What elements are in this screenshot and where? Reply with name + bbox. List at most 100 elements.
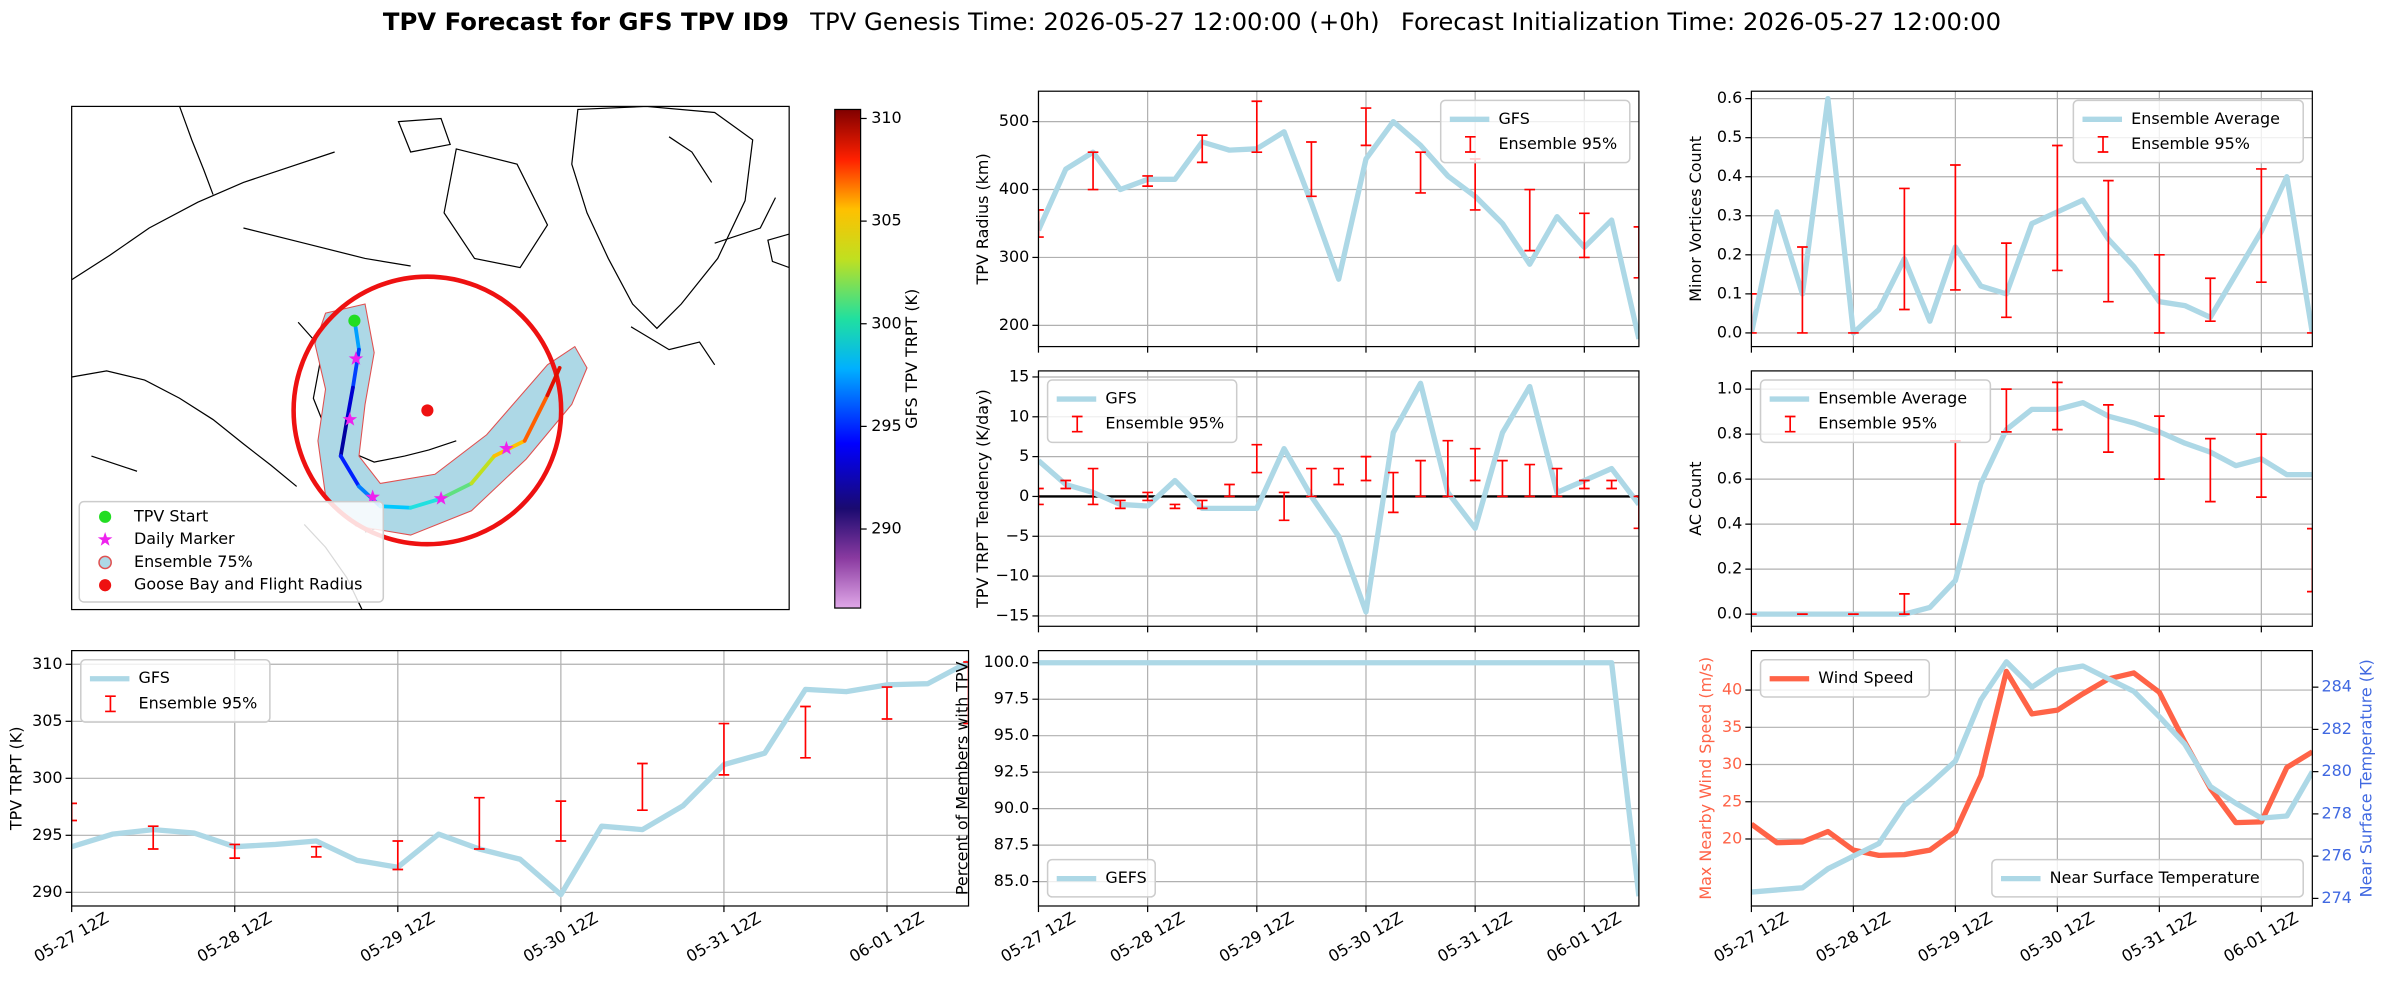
y-tick-label: 278 (2321, 803, 2351, 822)
y-tick-label: 20 (1722, 828, 1742, 847)
error-bar (1797, 246, 1808, 334)
title: TPV Forecast for GFS TPV ID9 (383, 7, 789, 36)
legend-label: Ensemble 75% (134, 552, 253, 571)
y-axis-label: TPV TRPT Tendency (K/day) (973, 389, 992, 609)
plot-area (1751, 659, 2313, 895)
error-bar (71, 802, 77, 822)
x-tick-label: 05-27 12Z (997, 908, 1078, 966)
x-tick-label: 05-27 12Z (1710, 908, 1791, 966)
error-bar (2256, 433, 2267, 498)
legend-label: Ensemble 95% (1105, 414, 1224, 433)
error-bar (1251, 443, 1263, 474)
y2-axis-label: Near Surface Temperature (K) (2357, 659, 2376, 897)
legend-box (1046, 379, 1238, 444)
y-tick-label: 280 (2321, 761, 2351, 780)
legend-label: Ensemble 95% (2131, 134, 2250, 153)
error-bar (2205, 437, 2216, 503)
track-segment (408, 496, 443, 510)
y-tick-label: 0.6 (1717, 469, 1742, 488)
legend-marker (98, 555, 112, 570)
map-frame (71, 105, 790, 611)
legend-label: Ensemble 95% (1818, 414, 1937, 433)
y-tick-label: 0.4 (1717, 514, 1742, 533)
x-tick-label: 05-29 12Z (357, 908, 438, 966)
error-bar (2001, 242, 2012, 319)
error-bar (1524, 188, 1536, 252)
error-bar (1251, 100, 1263, 154)
error-bar (2307, 527, 2313, 593)
genesis-time: TPV Genesis Time: 2026-05-27 12:00:00 (+… (809, 7, 1379, 36)
y-axis-label: TPV Radius (km) (973, 153, 992, 285)
plot-area (1751, 95, 2313, 336)
legend-label: Ensemble Average (1818, 389, 1967, 408)
legend-swatch (2097, 135, 2109, 153)
x-tick-label: 05-29 12Z (1216, 908, 1297, 966)
legend-label: Ensemble 95% (1498, 134, 1617, 153)
track-segment (338, 419, 349, 458)
plot-area (1038, 660, 1639, 897)
series-line (71, 659, 969, 898)
y-tick-label: 97.5 (994, 689, 1030, 708)
y-tick-label: 35 (1722, 717, 1742, 736)
error-bar (1442, 439, 1454, 498)
axes-frame (1750, 90, 2313, 348)
error-bar (1169, 503, 1181, 510)
y-axis-label: Percent of Members with TPV (953, 661, 972, 895)
y-tick-label: 87.5 (994, 835, 1030, 854)
error-bar (2154, 253, 2165, 334)
y-tick-label: 0.3 (1717, 205, 1742, 224)
series-line (1751, 659, 2313, 895)
error-bar (718, 722, 730, 776)
y-tick-label: 300 (999, 247, 1029, 266)
error-bar (1196, 134, 1208, 164)
error-bar (1306, 141, 1317, 198)
error-bar (1306, 467, 1317, 498)
panel: 05-27 12Z 05-28 12Z 05-29 12Z 05-30 12Z 05-3… (1696, 650, 2376, 966)
legend-box (80, 658, 271, 723)
legend-swatch (105, 695, 116, 713)
error-bar (2001, 388, 2012, 433)
colorbar-tick-label: 300 (871, 313, 901, 332)
error-bar (147, 825, 159, 850)
track-segment (350, 347, 361, 390)
error-bar (1333, 467, 1345, 486)
axes-frame (1037, 650, 1640, 907)
init-time: Forecast Initialization Time: 2026-05-27… (1401, 7, 2001, 36)
error-bar (1142, 175, 1153, 187)
error-bar (1087, 467, 1099, 506)
map-legend (78, 500, 385, 603)
error-bar (474, 796, 485, 850)
legend-label: GFS (139, 668, 170, 687)
legend-label: Daily Marker (134, 529, 235, 548)
goose-bay (421, 404, 434, 417)
y-tick-label: 276 (2321, 846, 2351, 865)
error-bar (1606, 479, 1617, 490)
track-segment (469, 454, 497, 486)
y-tick-label: 95.0 (994, 725, 1030, 744)
colorbar (834, 108, 862, 609)
error-bar (2205, 277, 2216, 323)
plot-area (71, 659, 969, 898)
x-tick-label: 05-28 12Z (1812, 908, 1893, 966)
legend-label: TPV Start (133, 506, 208, 525)
colorbar-tick-label: 305 (871, 211, 901, 230)
panel: −15 −10 −5 0 5 10 15 TPV TRPT Tendency (K/day) G… (973, 366, 1640, 633)
y-tick-label: 0.2 (1717, 244, 1742, 263)
y-tick-label: 0.8 (1717, 424, 1742, 443)
legend-box (1759, 658, 1931, 698)
flight-radius (291, 274, 564, 547)
y-axis-label: Max Nearby Wind Speed (m/s) (1696, 657, 1715, 900)
series-line (1038, 660, 1639, 897)
error-bar (2154, 415, 2165, 480)
error-bar (1196, 499, 1208, 510)
legend-label: Near Surface Temperature (2050, 868, 2260, 887)
error-bar (1497, 459, 1508, 498)
error-bar (963, 661, 969, 725)
series-line (1751, 668, 2313, 859)
axes-frame (1750, 650, 2313, 907)
error-bar (1469, 447, 1481, 482)
legend-box (1759, 379, 1992, 444)
tpv-track (338, 317, 562, 510)
y-tick-label: 0.1 (1717, 283, 1742, 302)
